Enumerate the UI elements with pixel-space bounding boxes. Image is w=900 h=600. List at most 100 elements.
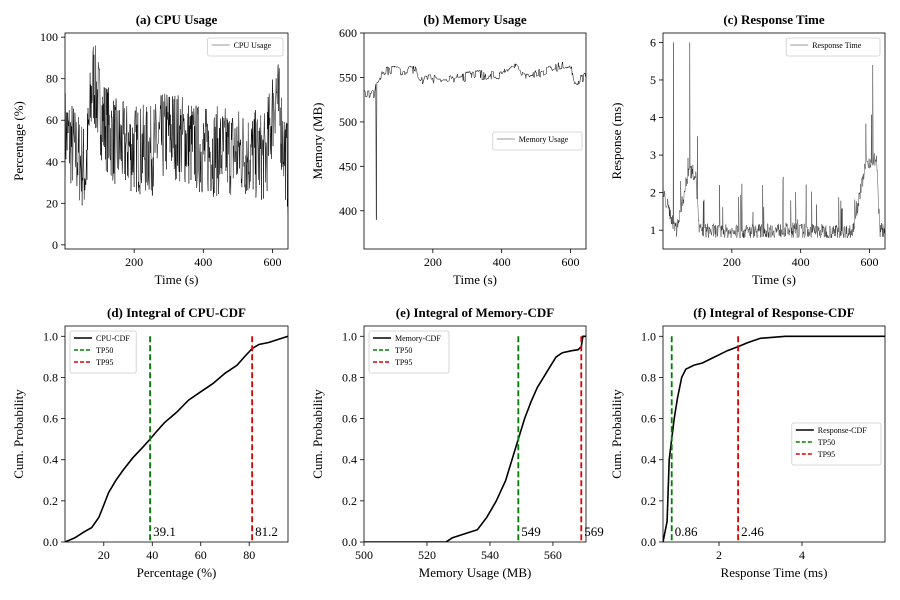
series-line [364, 61, 586, 220]
y-tick-label: 1.0 [641, 329, 656, 343]
chart-title: (c) Response Time [723, 12, 825, 27]
axes-frame [363, 325, 587, 543]
x-tick-label: 400 [194, 255, 212, 269]
legend: CPU Usage [207, 37, 284, 57]
x-tick-label: 40 [146, 548, 158, 562]
marker-value-label: 0.86 [675, 524, 698, 539]
y-tick-label: 0.6 [641, 412, 656, 426]
y-tick-label: 0.4 [43, 453, 58, 467]
y-tick-label: 0.2 [43, 494, 58, 508]
x-tick-label: 520 [418, 548, 436, 562]
x-axis-label: Time (s) [155, 272, 199, 287]
y-tick-label: 400 [339, 204, 357, 218]
legend-label: Memory Usage [519, 135, 569, 144]
legend-label: Memory-CDF [395, 334, 441, 343]
y-tick-label: 0.0 [641, 535, 656, 549]
marker-value-label: 81.2 [255, 524, 278, 539]
y-tick-label: 20 [46, 196, 58, 210]
legend-label: Response-CDF [818, 426, 867, 435]
marker-value-label: 549 [521, 524, 541, 539]
y-axis-label: Cum. Probability [11, 389, 26, 479]
x-tick-label: 200 [125, 255, 143, 269]
y-tick-label: 0 [52, 238, 58, 252]
x-tick-label: 600 [861, 255, 879, 269]
x-axis-label: Memory Usage (MB) [419, 565, 532, 580]
x-tick-label: 20 [98, 548, 110, 562]
x-axis-label: Time (s) [752, 272, 796, 287]
chart-panel-e: (e) Integral of Memory-CDF Memory Usage (… [310, 305, 604, 580]
x-tick-label: 540 [481, 548, 499, 562]
x-tick-label: 200 [723, 255, 741, 269]
y-tick-label: 0.8 [342, 370, 357, 384]
x-tick-label: 80 [243, 548, 255, 562]
x-axis-label: Time (s) [453, 272, 497, 287]
y-axis-label: Memory (MB) [310, 103, 325, 180]
marker-value-label: 569 [584, 524, 604, 539]
x-tick-label: 400 [493, 255, 511, 269]
legend: CPU-CDF TP50 TP95 [69, 330, 137, 374]
y-tick-label: 0.0 [43, 535, 58, 549]
y-tick-label: 0.4 [641, 453, 656, 467]
y-tick-label: 1 [650, 223, 656, 237]
axes-frame [64, 32, 289, 250]
y-axis-label: Response (ms) [609, 103, 624, 180]
legend: Memory-CDF TP50 TP95 [368, 330, 450, 374]
legend-label: TP95 [96, 358, 113, 367]
axes-frame [662, 325, 886, 543]
x-tick-label: 4 [799, 548, 805, 562]
chart-title: (a) CPU Usage [136, 12, 218, 27]
y-tick-label: 0.2 [641, 494, 656, 508]
y-tick-label: 500 [339, 115, 357, 129]
x-tick-label: 600 [562, 255, 580, 269]
legend-box [492, 131, 583, 151]
x-tick-label: 400 [792, 255, 810, 269]
y-tick-label: 2 [650, 186, 656, 200]
legend-label: TP95 [395, 358, 412, 367]
y-tick-label: 1.0 [342, 329, 357, 343]
y-tick-label: 6 [650, 35, 656, 49]
series-line [65, 45, 288, 215]
legend-label: TP50 [818, 438, 835, 447]
y-tick-label: 100 [40, 30, 58, 44]
legend-label: TP50 [395, 346, 412, 355]
legend-box [791, 422, 882, 466]
legend-label: CPU Usage [234, 41, 272, 50]
legend: Response-CDF TP50 TP95 [791, 422, 882, 466]
legend-label: TP50 [96, 346, 113, 355]
y-tick-label: 60 [46, 113, 58, 127]
y-tick-label: 0.6 [342, 412, 357, 426]
legend: Response Time [785, 37, 881, 57]
legend-box [785, 37, 881, 57]
series-line [65, 335, 288, 542]
x-tick-label: 600 [263, 255, 281, 269]
axes-frame [64, 325, 289, 543]
chart-title: (d) Integral of CPU-CDF [107, 305, 246, 320]
chart-panel-f: (f) Integral of Response-CDF Response Tim… [609, 305, 886, 580]
y-axis-label: Cum. Probability [609, 389, 624, 479]
x-axis-label: Response Time (ms) [721, 565, 828, 580]
x-tick-label: 2 [716, 548, 722, 562]
y-tick-label: 550 [339, 70, 357, 84]
x-tick-label: 560 [544, 548, 562, 562]
y-tick-label: 0.8 [641, 370, 656, 384]
axes-frame [662, 32, 886, 250]
y-tick-label: 0.2 [342, 494, 357, 508]
y-tick-label: 0.6 [43, 412, 58, 426]
marker-value-label: 2.46 [741, 524, 764, 539]
legend: Memory Usage [492, 131, 583, 151]
series-line [364, 335, 586, 542]
x-tick-label: 60 [195, 548, 207, 562]
y-tick-label: 0.0 [342, 535, 357, 549]
x-axis-label: Percentage (%) [137, 565, 217, 580]
chart-title: (e) Integral of Memory-CDF [396, 305, 555, 320]
chart-title: (f) Integral of Response-CDF [693, 305, 854, 320]
chart-panel-d: (d) Integral of CPU-CDF Percentage (%) Cum… [11, 305, 289, 580]
chart-panel-b: (b) Memory Usage Time (s) Memory (MB) 200 40… [310, 12, 587, 287]
y-tick-label: 40 [46, 155, 58, 169]
y-axis-label: Percentage (%) [11, 101, 26, 181]
legend-label: Response Time [812, 41, 862, 50]
series-line [663, 42, 885, 239]
y-tick-label: 0.4 [342, 453, 357, 467]
